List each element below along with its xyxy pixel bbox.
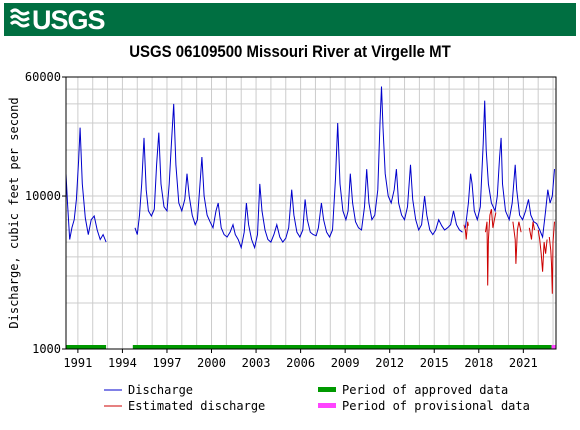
usgs-logo-text: USGS bbox=[32, 5, 106, 35]
plot-area bbox=[66, 77, 556, 349]
series-line-discharge bbox=[65, 127, 107, 243]
series-line-estimated-discharge bbox=[537, 229, 548, 272]
x-tick-label: 1997 bbox=[153, 356, 182, 370]
legend-label: Period of provisional data bbox=[342, 399, 530, 413]
chart-title: USGS 06109500 Missouri River at Virgelle… bbox=[129, 42, 451, 61]
x-tick-label: 2012 bbox=[375, 356, 404, 370]
usgs-banner: USGS bbox=[4, 3, 576, 36]
x-tick-label: 2000 bbox=[197, 356, 226, 370]
plot-frame bbox=[65, 76, 557, 350]
series-line-estimated-discharge bbox=[528, 221, 535, 240]
x-tick-label: 2009 bbox=[331, 356, 360, 370]
approval-bar-segment bbox=[551, 345, 556, 349]
usgs-logo-icon bbox=[10, 8, 30, 28]
legend-swatch bbox=[318, 403, 336, 408]
x-tick-label: 2021 bbox=[509, 356, 538, 370]
y-tick-label: 10000 bbox=[25, 189, 61, 203]
legend-label: Estimated discharge bbox=[128, 399, 265, 413]
series-line-estimated-discharge bbox=[463, 221, 469, 240]
x-tick-label: 2003 bbox=[242, 356, 271, 370]
legend-swatch bbox=[318, 387, 336, 392]
x-tick-label: 1994 bbox=[108, 356, 137, 370]
series-line-discharge bbox=[464, 100, 555, 239]
tick-labels: 1000 10000 60000 1991 1994 1997 2000 2003 2006 20… bbox=[25, 70, 538, 370]
legend-label: Period of approved data bbox=[342, 383, 508, 397]
approval-bar-segment bbox=[66, 345, 107, 349]
y-axis-label: Discharge, cubic feet per second bbox=[7, 97, 21, 328]
x-tick-label: 2015 bbox=[420, 356, 449, 370]
series-line-estimated-discharge bbox=[548, 221, 555, 294]
series-line-estimated-discharge bbox=[485, 209, 497, 286]
approval-bars bbox=[66, 345, 556, 349]
legend-label: Discharge bbox=[128, 383, 193, 397]
approval-bar-segment bbox=[132, 345, 552, 349]
legend: Discharge Estimated discharge Period of ap… bbox=[104, 383, 530, 413]
series-layer bbox=[65, 86, 555, 294]
series-line-discharge bbox=[134, 86, 463, 250]
x-tick-label: 2006 bbox=[286, 356, 315, 370]
y-tick-label: 60000 bbox=[25, 70, 61, 84]
y-tick-label: 1000 bbox=[32, 342, 61, 356]
x-tick-label: 2018 bbox=[464, 356, 493, 370]
x-tick-label: 1991 bbox=[63, 356, 92, 370]
series-line-estimated-discharge bbox=[512, 221, 522, 264]
